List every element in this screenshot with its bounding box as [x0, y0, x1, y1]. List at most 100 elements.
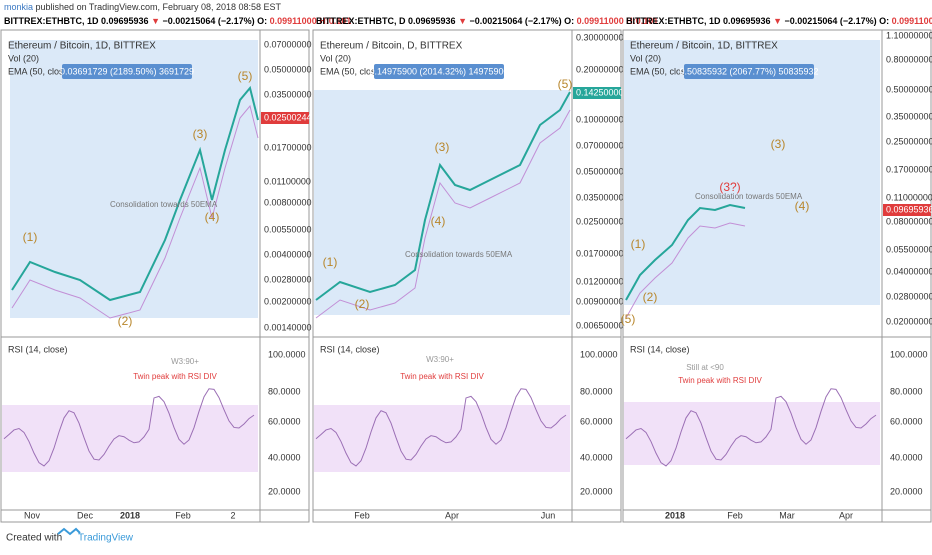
price-line: [625, 203, 746, 301]
measure-label: 0.14975900 (2014.32%) 14975900: [369, 66, 508, 76]
price-tick-label: 0.00200000: [264, 296, 312, 306]
price-line: [315, 91, 571, 301]
wave-label: (2): [355, 297, 370, 311]
price-tick-label: 0.07000000: [264, 39, 312, 49]
price-area: [10, 40, 258, 318]
measure-label: 0.50835932 (2067.77%) 50835932: [679, 66, 818, 76]
ticker-change: −0.00215064 (−2.17%): [163, 16, 255, 26]
ema-label: EMA (50, close): [8, 66, 72, 76]
x-tick-label: Dec: [77, 510, 94, 520]
vol-label: Vol (20): [320, 53, 351, 63]
ticker-open: 0.09911000: [892, 16, 932, 26]
ticker-open_label: O:: [257, 16, 267, 26]
ema-label: EMA (50, close): [320, 66, 384, 76]
price-tick-label: 0.30000000: [576, 32, 624, 42]
rsi-band: [2, 405, 258, 472]
rsi-line: [625, 388, 877, 467]
price-tick-label: 0.01700000: [264, 142, 312, 152]
rsi-note: Twin peak with RSI DIV: [678, 376, 762, 385]
wave-label: (3): [771, 137, 786, 151]
rsi-band: [624, 402, 880, 465]
published: published on TradingView.com, February 0…: [36, 2, 282, 12]
wave-label: (1): [23, 230, 38, 244]
x-tick-label: 2018: [665, 510, 685, 520]
ticker-open_label: O:: [879, 16, 889, 26]
rsi-note: Twin peak with RSI DIV: [133, 372, 217, 381]
price-tick-label: 0.04000000: [886, 266, 932, 276]
x-tick-label: Feb: [175, 510, 191, 520]
price-tick-label: 0.09695936: [886, 204, 932, 214]
ema-line: [11, 104, 259, 319]
rsi-line: [315, 388, 567, 467]
footer-brand: TradingView: [78, 533, 134, 544]
price-tick-label: 0.00900000: [576, 296, 624, 306]
rsi-line: [3, 388, 255, 467]
measure-box: [374, 64, 504, 79]
ticker-last: 0.09695936: [723, 16, 771, 26]
price-tick-label: 0.00400000: [264, 249, 312, 259]
x-tick-label: Feb: [727, 510, 743, 520]
price-tick-label: 0.10000000: [576, 114, 624, 124]
price-tick-label: 0.05500000: [886, 244, 932, 254]
measure-box: [684, 64, 814, 79]
price-tick-label: 0.14250000: [576, 87, 624, 97]
price-area: [624, 40, 880, 305]
ticker-last: 0.09695936: [101, 16, 149, 26]
rsi-tick-label: 20.0000: [268, 486, 301, 496]
price-tick-label: 0.01100000: [264, 176, 311, 186]
x-tick-label: Feb: [354, 510, 370, 520]
rsi-tick-label: 60.0000: [268, 416, 301, 426]
ticker-high: H:0.101: [319, 16, 351, 26]
ticker-ticker: BITTREX:ETHBTC, 1D: [626, 16, 721, 26]
price-tick-label: 0.05000000: [264, 64, 312, 74]
ticker-change: −0.00215064 (−2.17%): [785, 16, 877, 26]
consolidation-note: Consolidation towards 50EMA: [110, 200, 218, 209]
vol-label: Vol (20): [630, 53, 661, 63]
consolidation-note: Consolidation towards 50EMA: [405, 250, 513, 259]
rsi-band: [314, 405, 570, 472]
ticker-line: BITTREX:ETHBTC, D 0.09695936 ▼ −0.002150…: [316, 16, 658, 26]
x-tick-label: 2018: [120, 510, 140, 520]
ticker-line: BITTREX:ETHBTC, 1D 0.09695936 ▼ −0.00215…: [4, 16, 351, 26]
price-tick-label: 0.00800000: [264, 197, 312, 207]
x-tick-label: Apr: [445, 510, 459, 520]
price-tick-label: 0.17000000: [886, 164, 932, 174]
wave-label: (5): [558, 77, 573, 91]
ticker-ticker: BITTREX:ETHBTC, D: [316, 16, 406, 26]
wave-label: (3): [193, 127, 208, 141]
rsi-tick-label: 60.0000: [580, 416, 613, 426]
rsi-tick-label: 80.0000: [580, 386, 613, 396]
rsi-tick-label: 60.0000: [890, 416, 923, 426]
measure-box: [62, 64, 192, 79]
price-tick-label: 0.07000000: [576, 140, 624, 150]
wave-label: (2): [643, 290, 658, 304]
footer-created: Created with: [6, 533, 62, 544]
x-tick-label: 2: [230, 510, 235, 520]
x-tick-label: Jun: [541, 510, 556, 520]
price-tick-label: 0.20000000: [576, 64, 624, 74]
rsi-tick-label: 40.0000: [890, 452, 923, 462]
ticker-high: H:0.101: [626, 16, 658, 26]
price-tick-label: 0.03500000: [264, 89, 312, 99]
ticker-open: 0.09911000: [577, 16, 624, 26]
rsi-tick-label: 20.0000: [580, 486, 613, 496]
panel-border: [622, 29, 932, 523]
wave-label: (4): [431, 214, 446, 228]
x-tick-label: Mar: [779, 510, 795, 520]
x-tick-label: Nov: [24, 510, 41, 520]
ticker-arrow: ▼: [773, 16, 782, 26]
ema-line: [315, 109, 571, 319]
rsi-note: W3:90+: [171, 357, 199, 366]
price-area: [314, 90, 570, 315]
wave-label: (1): [631, 237, 646, 251]
ticker-open: 0.09911000: [270, 16, 317, 26]
header: monkia published on TradingView.com, Feb…: [4, 2, 282, 12]
price-tick-label: 0.02500000: [576, 216, 624, 226]
price-tick-label: 0.00650000: [576, 320, 624, 330]
price-tick-label: 0.01700000: [576, 248, 624, 258]
panel-border: [0, 29, 310, 523]
ema-line: [625, 222, 746, 319]
rsi-tick-label: 80.0000: [268, 386, 301, 396]
price-tick-label: 0.08000000: [886, 216, 932, 226]
price-tick-label: 0.00550000: [264, 224, 312, 234]
